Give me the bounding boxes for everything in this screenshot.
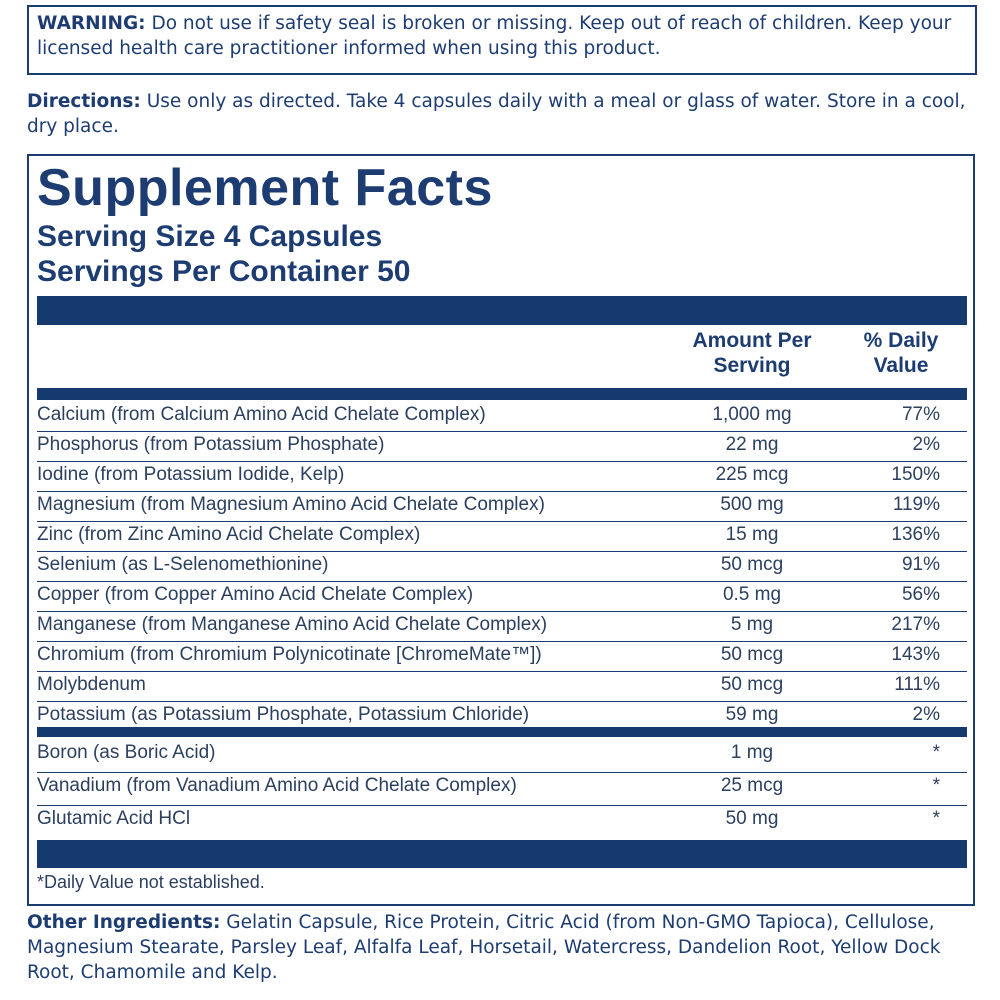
row-rule [37,581,967,582]
amount: 500 mg [720,494,784,515]
nutrient-name: Calcium (from Calcium Amino Acid Chelate… [37,404,486,425]
daily-value: 143% [891,644,940,665]
header-bar [37,296,967,325]
nutrient-name: Iodine (from Potassium Iodide, Kelp) [37,464,345,485]
nutrient-name: Potassium (as Potassium Phosphate, Potas… [37,704,530,725]
daily-value: 150% [891,464,940,485]
other-ingredients-text: Gelatin Capsule, Rice Protein, Citric Ac… [27,912,941,983]
footnote: *Daily Value not established. [37,872,265,892]
row-rule [37,461,967,462]
nutrient-name: Selenium (as L-Selenomethionine) [37,554,329,575]
directions: Directions: Use only as directed. Take 4… [27,89,977,139]
amount: 50 mg [725,808,779,829]
amount: 25 mcg [720,775,784,796]
nutrient-name: Manganese (from Manganese Amino Acid Che… [37,614,548,635]
nutrient-name: Copper (from Copper Amino Acid Chelate C… [37,584,474,605]
row-rule [37,551,967,552]
amount: 1,000 mg [712,404,792,425]
facts-box [27,154,975,906]
column-header: Amount Per Serving [692,329,812,377]
nutrient-name: Chromium (from Chromium Polynicotinate [… [37,644,542,665]
nutrient-name: Molybdenum [37,674,146,695]
other-ingredients-label: Other Ingredients: [27,912,221,933]
daily-value: * [932,775,940,796]
nutrient-name: Glutamic Acid HCl [37,808,191,829]
amount: 50 mcg [720,554,784,575]
row-rule [37,431,967,432]
column-header: % Daily Value [863,329,939,377]
daily-value: 91% [901,554,940,575]
amount: 22 mg [725,434,779,455]
thick-rule [37,727,967,737]
serving-size: Serving Size 4 Capsules [37,220,383,253]
daily-value: 2% [912,434,940,455]
warning-box: WARNING: Do not use if safety seal is br… [27,5,977,75]
amount: 15 mg [725,524,779,545]
row-rule [37,491,967,492]
facts-title: Supplement Facts [37,159,493,217]
amount: 50 mcg [720,644,784,665]
amount: 0.5 mg [722,584,782,605]
thick-rule [37,388,967,400]
row-rule [37,701,967,702]
amount: 50 mcg [720,674,784,695]
daily-value: 136% [891,524,940,545]
nutrient-name: Phosphorus (from Potassium Phosphate) [37,434,385,455]
nutrient-name: Magnesium (from Magnesium Amino Acid Che… [37,494,545,515]
nutrient-name: Vanadium (from Vanadium Amino Acid Chela… [37,775,517,796]
daily-value: * [932,742,940,763]
servings-per-container: Servings Per Container 50 [37,255,411,288]
daily-value: * [932,808,940,829]
nutrient-name: Zinc (from Zinc Amino Acid Chelate Compl… [37,524,421,545]
amount: 59 mg [725,704,779,725]
row-rule [37,805,967,806]
daily-value: 111% [894,674,940,695]
row-rule [37,521,967,522]
row-rule [37,611,967,612]
amount: 1 mg [730,742,774,763]
daily-value: 119% [892,494,940,515]
directions-label: Directions: [27,91,141,112]
amount: 5 mg [730,614,774,635]
other-ingredients: Other Ingredients: Gelatin Capsule, Rice… [27,910,977,985]
row-rule [37,671,967,672]
daily-value: 56% [901,584,940,605]
daily-value: 2% [912,704,940,725]
daily-value: 77% [901,404,940,425]
warning-text: Do not use if safety seal is broken or m… [37,13,952,59]
row-rule [37,772,967,773]
directions-text: Use only as directed. Take 4 capsules da… [27,91,966,137]
amount: 225 mcg [715,464,789,485]
row-rule [37,641,967,642]
warning-label: WARNING: [37,13,146,34]
footer-bar [37,840,967,868]
daily-value: 217% [891,614,940,635]
nutrient-name: Boron (as Boric Acid) [37,742,216,763]
